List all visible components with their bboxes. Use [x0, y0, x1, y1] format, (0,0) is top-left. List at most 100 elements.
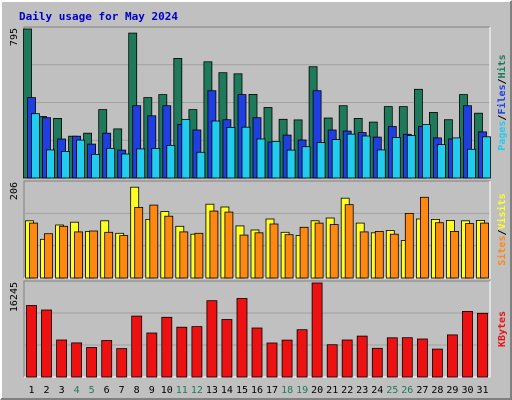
series-axis-label-part: Visits — [496, 193, 508, 229]
bar-sites-day-1 — [29, 222, 38, 279]
bar-sites-day-22 — [344, 204, 354, 279]
bar-kbytes-day-3 — [56, 339, 67, 378]
bar-kbytes-day-20 — [311, 282, 323, 378]
bar-sites-day-23 — [359, 231, 369, 279]
bar-pages-day-5 — [91, 153, 100, 179]
bar-sites-day-26 — [404, 212, 414, 279]
bar-pages-day-9 — [151, 147, 161, 179]
day-tick-label: 10 — [161, 385, 173, 396]
day-tick-label: 19 — [296, 385, 308, 396]
day-tick-label: 31 — [476, 385, 488, 396]
bar-pages-day-12 — [196, 151, 206, 179]
bar-pages-day-30 — [467, 148, 476, 179]
bar-kbytes-day-7 — [116, 348, 128, 378]
bar-pages-day-22 — [346, 133, 356, 179]
bar-sites-day-29 — [449, 230, 459, 279]
day-tick-label: 6 — [104, 385, 110, 396]
day-tick-label: 1 — [28, 385, 34, 396]
bar-sites-day-28 — [434, 222, 444, 279]
bar-kbytes-day-22 — [341, 339, 353, 378]
bar-pages-day-24 — [376, 149, 386, 179]
bar-pages-day-2 — [46, 149, 55, 179]
day-tick-label: 8 — [134, 385, 140, 396]
bar-pages-day-17 — [271, 141, 281, 179]
series-axis-label: KBytes — [497, 311, 508, 347]
day-tick-label: 16 — [251, 385, 263, 396]
bar-pages-day-1 — [31, 113, 40, 179]
day-tick-label: 5 — [89, 385, 95, 396]
series-axis-label-part: / — [497, 115, 508, 121]
series-axis-label-part: Hits — [496, 54, 508, 78]
bar-sites-day-13 — [209, 210, 219, 279]
bar-sites-day-7 — [119, 235, 129, 279]
series-axis-label-part: / — [497, 78, 508, 84]
bar-pages-day-14 — [226, 127, 236, 179]
bar-kbytes-day-17 — [266, 342, 278, 378]
bar-pages-day-10 — [166, 144, 176, 179]
bar-pages-day-15 — [241, 126, 251, 179]
day-tick-label: 20 — [311, 385, 323, 396]
day-tick-label: 12 — [191, 385, 203, 396]
bar-kbytes-day-6 — [101, 340, 113, 378]
day-tick-label: 30 — [461, 385, 473, 396]
bar-pages-day-6 — [106, 147, 116, 179]
day-tick-label: 17 — [266, 385, 278, 396]
bar-kbytes-day-10 — [161, 316, 173, 378]
y-max-label: 795 — [9, 28, 20, 46]
series-axis-label: Sites/Visits — [496, 193, 508, 265]
bar-kbytes-day-25 — [386, 337, 398, 378]
bar-sites-day-5 — [89, 230, 98, 279]
bar-sites-day-17 — [269, 223, 279, 279]
panel-shadow-edge — [23, 280, 490, 377]
bar-sites-day-12 — [194, 232, 204, 279]
bar-kbytes-day-11 — [176, 326, 188, 378]
bar-kbytes-day-13 — [206, 300, 218, 378]
chart-title: Daily usage for May 2024 — [19, 10, 178, 23]
bar-kbytes-day-31 — [477, 312, 488, 378]
series-axis-label-part: Pages — [497, 121, 508, 151]
day-tick-label: 13 — [206, 385, 218, 396]
bar-sites-day-25 — [389, 233, 399, 279]
day-tick-label: 23 — [356, 385, 368, 396]
day-tick-label: 2 — [43, 385, 49, 396]
bar-kbytes-day-1 — [26, 305, 37, 378]
series-axis-label-part: KBytes — [497, 311, 508, 347]
bar-sites-day-14 — [224, 211, 234, 279]
bar-pages-day-19 — [301, 146, 311, 179]
bar-kbytes-day-28 — [431, 348, 443, 378]
day-tick-label: 9 — [149, 385, 155, 396]
series-axis-label-part: Files — [496, 84, 508, 114]
bar-sites-day-21 — [329, 224, 339, 279]
bar-pages-day-21 — [331, 139, 341, 179]
bar-sites-day-4 — [74, 231, 83, 279]
day-tick-label: 26 — [401, 385, 413, 396]
bar-kbytes-day-9 — [146, 332, 158, 378]
bar-kbytes-day-16 — [251, 327, 263, 378]
bar-kbytes-day-8 — [131, 315, 143, 378]
bar-sites-day-10 — [164, 215, 174, 279]
day-tick-label: 21 — [326, 385, 338, 396]
bar-pages-day-28 — [436, 144, 446, 179]
bar-sites-day-20 — [314, 222, 324, 279]
bar-pages-day-29 — [451, 137, 461, 179]
bar-kbytes-day-18 — [281, 339, 293, 378]
y-max-label: 16245 — [9, 282, 20, 312]
bar-sites-day-16 — [254, 232, 264, 279]
bar-pages-day-4 — [76, 139, 85, 179]
day-tick-label: 3 — [59, 385, 65, 396]
day-tick-label: 25 — [386, 385, 398, 396]
day-tick-label: 27 — [416, 385, 428, 396]
bar-kbytes-day-29 — [446, 334, 458, 378]
day-tick-label: 18 — [281, 385, 293, 396]
series-axis-label-part: / — [497, 229, 508, 235]
y-max-label: 206 — [9, 182, 20, 200]
day-tick-label: 4 — [74, 385, 80, 396]
bar-pages-day-23 — [361, 135, 371, 179]
bar-kbytes-day-27 — [416, 338, 428, 378]
bar-pages-day-11 — [181, 119, 191, 179]
bar-pages-day-25 — [391, 137, 401, 179]
bar-sites-day-19 — [299, 226, 309, 279]
bar-kbytes-day-23 — [356, 335, 368, 378]
